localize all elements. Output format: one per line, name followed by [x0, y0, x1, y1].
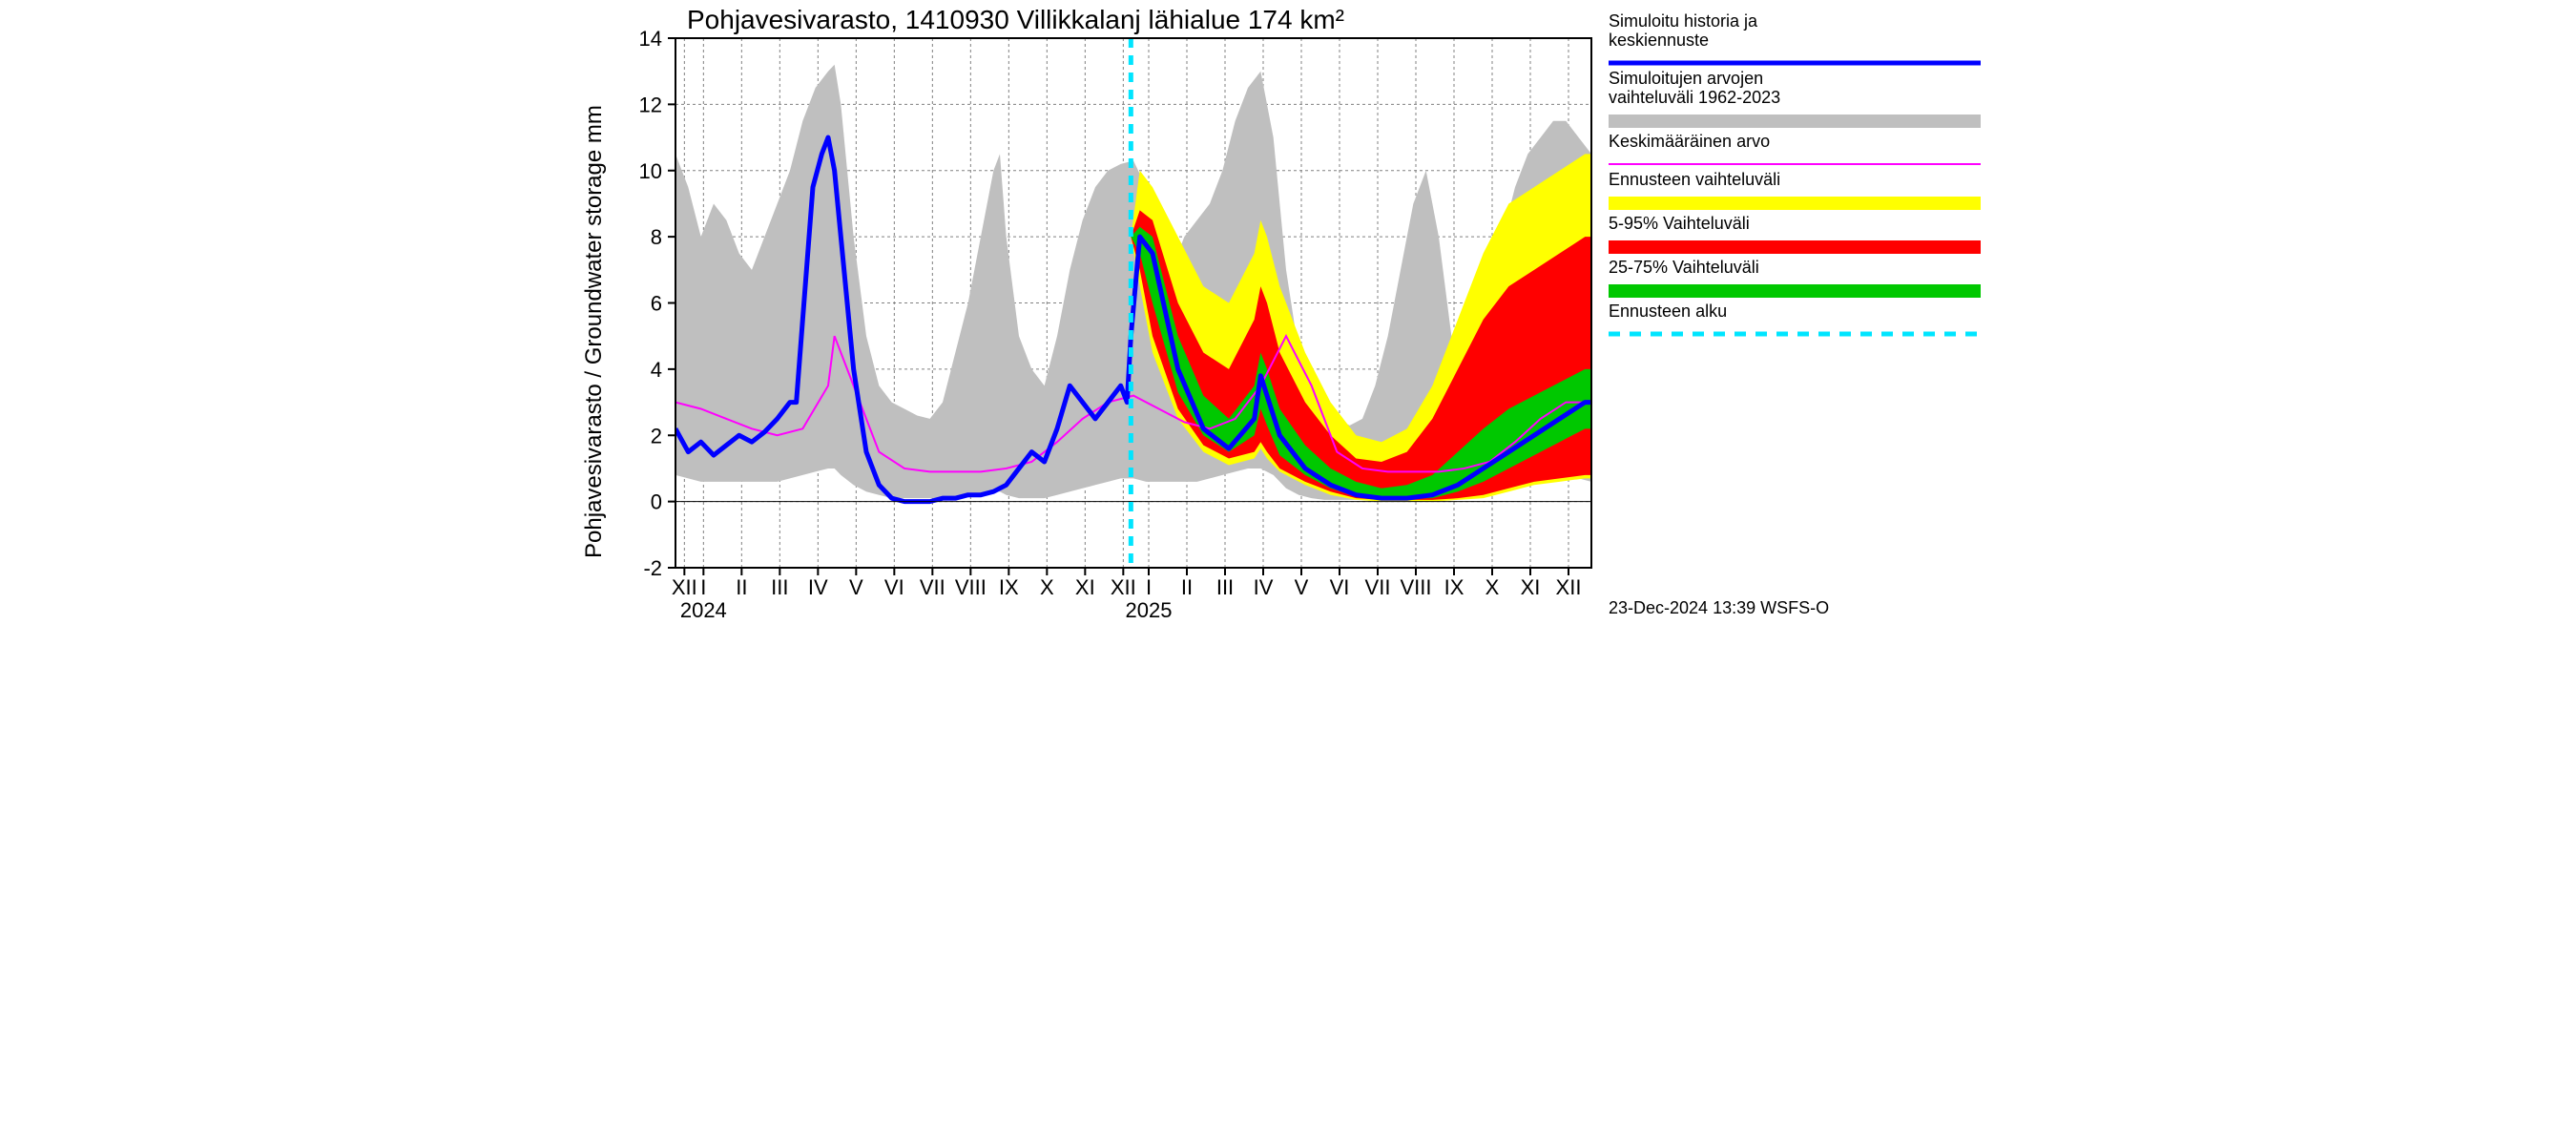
x-month-label: IV: [1254, 575, 1274, 599]
groundwater-chart: Pohjavesivarasto, 1410930 Villikkalanj l…: [572, 0, 2004, 649]
legend-label-forecast_start: Ennusteen alku: [1609, 302, 1727, 321]
y-tick-label: -2: [643, 556, 662, 580]
legend-label-range_hist: vaihteluväli 1962-2023: [1609, 88, 1780, 107]
x-month-label: III: [771, 575, 788, 599]
y-tick-label: 4: [651, 358, 662, 382]
x-month-label: VIII: [955, 575, 987, 599]
legend-label-mean: Keskimääräinen arvo: [1609, 132, 1770, 151]
y-tick-label: 14: [639, 27, 662, 51]
x-month-label: VI: [884, 575, 904, 599]
x-month-label: XII: [672, 575, 697, 599]
y-tick-label: 8: [651, 225, 662, 249]
x-month-label: III: [1216, 575, 1234, 599]
x-month-label: IX: [999, 575, 1019, 599]
x-month-label: VIII: [1400, 575, 1431, 599]
legend-label-forecast_5_95: 5-95% Vaihteluväli: [1609, 214, 1750, 233]
y-tick-label: 10: [639, 159, 662, 183]
x-month-label: X: [1040, 575, 1054, 599]
legend-swatch-forecast_5_95: [1609, 240, 1981, 254]
x-month-label: I: [1146, 575, 1152, 599]
x-month-label: IV: [808, 575, 828, 599]
x-month-label: I: [700, 575, 706, 599]
x-year-label: 2024: [680, 598, 727, 622]
x-month-label: IX: [1444, 575, 1465, 599]
x-month-label: VII: [920, 575, 945, 599]
x-month-label: II: [736, 575, 747, 599]
legend-swatch-forecast_outer: [1609, 197, 1981, 210]
x-month-label: VII: [1365, 575, 1391, 599]
x-month-label: V: [849, 575, 863, 599]
legend-label-simulated: Simuloitu historia ja: [1609, 11, 1758, 31]
y-tick-label: 6: [651, 292, 662, 316]
x-month-label: XI: [1521, 575, 1541, 599]
legend-label-simulated: keskiennuste: [1609, 31, 1709, 50]
legend-label-range_hist: Simuloitujen arvojen: [1609, 69, 1763, 88]
legend-swatch-range_hist: [1609, 114, 1981, 128]
chart-svg: Pohjavesivarasto, 1410930 Villikkalanj l…: [572, 0, 2004, 649]
x-month-label: XII: [1111, 575, 1136, 599]
y-tick-label: 12: [639, 93, 662, 116]
y-tick-label: 0: [651, 490, 662, 514]
x-month-label: X: [1485, 575, 1500, 599]
x-month-label: XI: [1075, 575, 1095, 599]
x-month-label: VI: [1330, 575, 1350, 599]
x-year-label: 2025: [1126, 598, 1173, 622]
x-month-label: II: [1181, 575, 1193, 599]
legend-swatch-forecast_25_75: [1609, 284, 1981, 298]
y-tick-label: 2: [651, 424, 662, 448]
y-axis-label: Pohjavesivarasto / Groundwater storage m…: [581, 105, 607, 558]
legend-label-forecast_25_75: 25-75% Vaihteluväli: [1609, 258, 1759, 277]
x-month-label: V: [1295, 575, 1309, 599]
chart-footer: 23-Dec-2024 13:39 WSFS-O: [1609, 598, 1829, 617]
legend-label-forecast_outer: Ennusteen vaihteluväli: [1609, 170, 1780, 189]
chart-title: Pohjavesivarasto, 1410930 Villikkalanj l…: [687, 5, 1344, 34]
x-month-label: XII: [1556, 575, 1582, 599]
